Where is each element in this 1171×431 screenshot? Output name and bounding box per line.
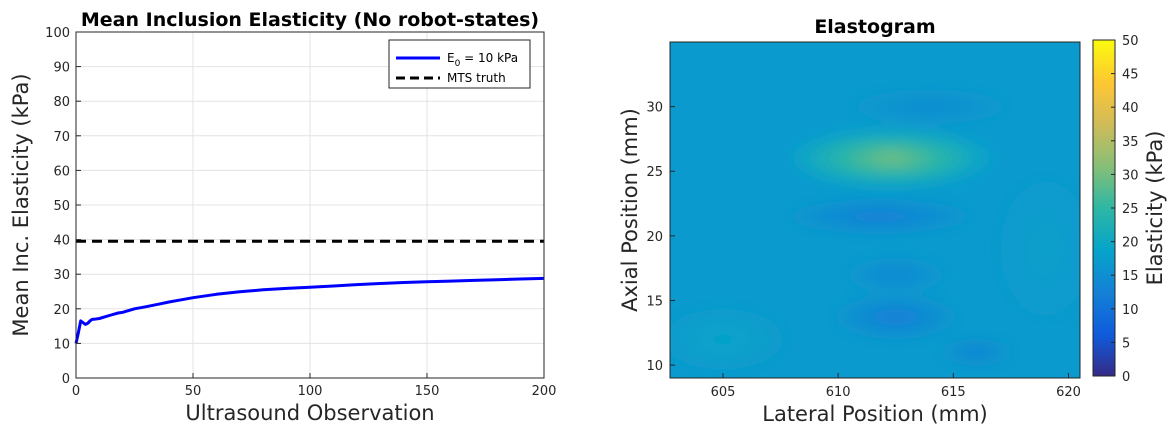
legend-e0-rest: = 10 kPa — [460, 51, 518, 65]
y-tick-label: 20 — [53, 303, 70, 318]
heatmap-x-tick-label: 610 — [826, 385, 851, 400]
heatmap-feature — [915, 103, 946, 111]
legend-label-e0: E0 = 10 kPa — [447, 51, 518, 69]
heatmap-y-tick-label: 25 — [646, 165, 663, 180]
y-axis-label: Mean Inc. Elasticity (kPa) — [9, 73, 33, 336]
colorbar-tick-label: 15 — [1122, 269, 1139, 284]
y-tick-label: 60 — [53, 164, 70, 179]
heatmap-frame — [669, 41, 1081, 379]
heatmap-y-tick-label: 20 — [646, 230, 663, 245]
heatmap-x-tick-label: 615 — [941, 385, 966, 400]
y-tick-label: 100 — [45, 26, 70, 41]
heatmap-feature — [861, 213, 898, 220]
legend-label-mts: MTS truth — [447, 71, 506, 85]
heatmap-y-axis-label: Axial Position (mm) — [618, 108, 642, 312]
x-axis-label: Ultrasound Observation — [185, 401, 434, 425]
heatmap-chart: Elastogram 605 610 615 620 10 15 20 25 30 Latera… — [618, 16, 1167, 426]
y-tick-label: 70 — [53, 130, 70, 145]
heatmap-feature — [969, 349, 984, 355]
colorbar: 0 5 10 15 20 25 30 35 40 45 50 Elasticity (kPa) — [1092, 34, 1167, 385]
heatmap-title: Elastogram — [814, 16, 935, 38]
heatmap-y-tick-label: 15 — [646, 294, 663, 309]
heatmap-feature — [1036, 235, 1055, 263]
colorbar-tick-label: 10 — [1122, 303, 1139, 318]
y-tick-label: 0 — [62, 372, 70, 387]
line-chart: Mean Inclusion Elasticity (No robot-stat… — [9, 9, 556, 425]
y-tick-label: 80 — [53, 95, 70, 110]
x-tick-label: 0 — [72, 384, 80, 399]
heatmap-feature — [710, 333, 735, 346]
x-tick-label: 200 — [532, 384, 557, 399]
heatmap-y-tick-label: 10 — [646, 359, 663, 374]
series-line-e0 — [74, 276, 545, 344]
colorbar-tick-label: 0 — [1122, 370, 1130, 385]
heatmap-x-axis-label: Lateral Position (mm) — [762, 402, 987, 426]
x-tick-label: 50 — [185, 384, 202, 399]
chart-title: Mean Inclusion Elasticity (No robot-stat… — [81, 9, 539, 31]
y-tick-label: 90 — [53, 61, 70, 76]
legend: E0 = 10 kPa MTS truth — [388, 39, 531, 89]
heatmap-x-tick-label: 620 — [1056, 385, 1081, 400]
tick-labels: 0 50 100 150 200 0 10 20 30 40 50 60 70 80 90 100 — [45, 26, 556, 399]
heatmap-x-tick-label: 605 — [711, 385, 736, 400]
heatmap-y-tick-label: 30 — [646, 101, 663, 116]
colorbar-tick-label: 20 — [1122, 236, 1139, 251]
heatmap-features — [670, 89, 1080, 370]
x-tick-label: 150 — [415, 384, 440, 399]
grid — [75, 31, 545, 379]
heatmap-ticks: 605 610 615 620 10 15 20 25 30 — [646, 101, 1080, 400]
colorbar-ticks: 0 5 10 15 20 25 30 35 40 45 50 — [1111, 34, 1139, 385]
y-tick-label: 10 — [53, 337, 70, 352]
heatmap-feature — [871, 152, 911, 165]
legend-box — [388, 39, 531, 89]
colorbar-tick-label: 25 — [1122, 202, 1139, 217]
colorbar-tick-label: 40 — [1122, 101, 1139, 116]
heatmap-image — [670, 42, 1080, 378]
x-tick-label: 100 — [298, 384, 323, 399]
y-tick-label: 40 — [53, 234, 70, 249]
colorbar-tick-label: 45 — [1122, 68, 1139, 83]
colorbar-tick-label: 30 — [1122, 168, 1139, 183]
y-tick-label: 30 — [53, 268, 70, 283]
legend-e0-main: E — [447, 51, 455, 65]
colorbar-tick-label: 35 — [1122, 135, 1139, 150]
heatmap-feature — [883, 312, 908, 322]
colorbar-tick-label: 5 — [1122, 336, 1130, 351]
colorbar-tick-label: 50 — [1122, 34, 1139, 49]
y-tick-label: 50 — [53, 199, 70, 214]
colorbar-label: Elasticity (kPa) — [1143, 131, 1167, 286]
series-group — [74, 239, 545, 344]
heatmap-feature — [886, 271, 906, 279]
legend-e0-sub: 0 — [455, 59, 461, 69]
